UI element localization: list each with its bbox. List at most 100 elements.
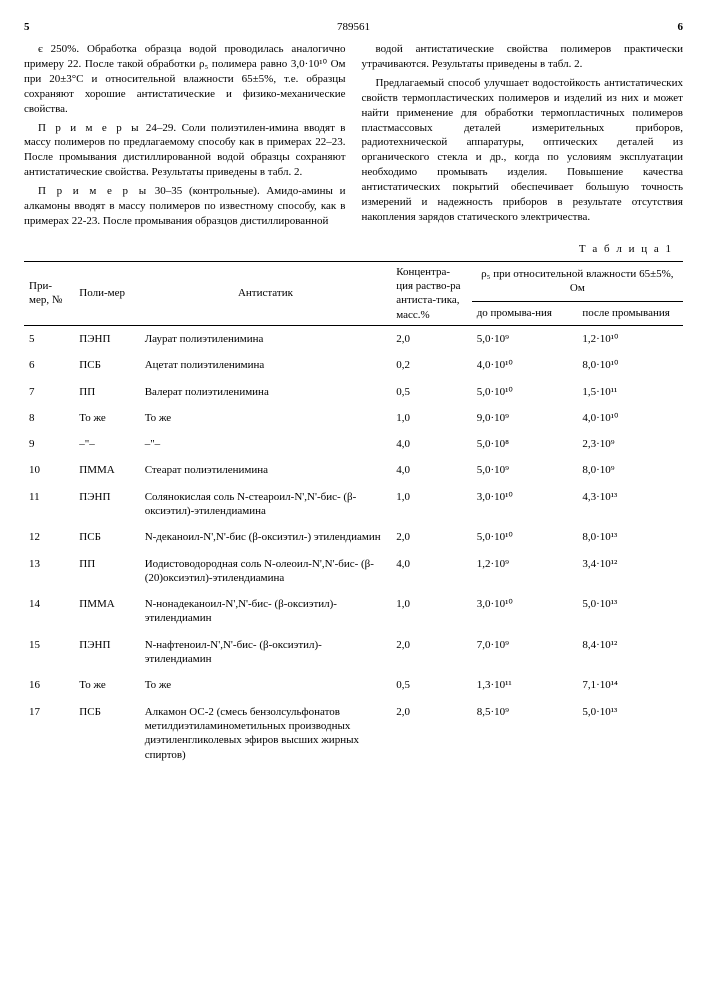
cell-conc: 1,0 — [391, 484, 471, 525]
table-row: 9–"––"–4,05,0·10⁸2,3·10⁹ — [24, 431, 683, 457]
table-row: 14ПММАN-нонадеканоил-N',N'-бис- (β-оксиэ… — [24, 591, 683, 632]
cell-anti: Стеарат полиэтиленимина — [140, 457, 392, 483]
para: Предлагаемый способ улучшает водостойкос… — [362, 76, 684, 224]
cell-after: 1,2·10¹⁰ — [577, 325, 683, 352]
para: водой антистатические свойства полимеров… — [362, 42, 684, 72]
cell-conc: 2,0 — [391, 699, 471, 768]
cell-anti: То же — [140, 405, 392, 431]
cell-conc: 4,0 — [391, 431, 471, 457]
cell-conc: 4,0 — [391, 457, 471, 483]
table-row: 6ПСБАцетат полиэтиленимина0,24,0·10¹⁰8,0… — [24, 352, 683, 378]
cell-anti: Валерат полиэтиленимина — [140, 379, 392, 405]
cell-conc: 0,5 — [391, 379, 471, 405]
para: П р и м е р ы 24–29. Соли полиэтилен-ими… — [24, 121, 346, 180]
table-row: 12ПСБN-деканоил-N',N'-бис (β-оксиэтил-) … — [24, 524, 683, 550]
cell-before: 3,0·10¹⁰ — [472, 591, 578, 632]
table-row: 15ПЭНПN-нафтеноил-N',N'-бис- (β-оксиэтил… — [24, 632, 683, 673]
cell-pol: ПЭНП — [74, 484, 139, 525]
cell-n: 15 — [24, 632, 74, 673]
cell-n: 8 — [24, 405, 74, 431]
cell-before: 1,3·10¹¹ — [472, 672, 578, 698]
cell-conc: 1,0 — [391, 591, 471, 632]
cell-pol: ПСБ — [74, 699, 139, 768]
cell-pol: ПСБ — [74, 352, 139, 378]
cell-after: 8,0·10⁹ — [577, 457, 683, 483]
table-row: 8То жеТо же1,09,0·10⁹4,0·10¹⁰ — [24, 405, 683, 431]
data-table: При-мер, № Поли-мер Антистатик Концентра… — [24, 261, 683, 768]
cell-after: 8,4·10¹² — [577, 632, 683, 673]
cell-anti: N-деканоил-N',N'-бис (β-оксиэтил-) этиле… — [140, 524, 392, 550]
cell-n: 12 — [24, 524, 74, 550]
table-row: 13ППИодистоводородная соль N-олеоил-N',N… — [24, 551, 683, 592]
table-body: 5ПЭНПЛаурат полиэтиленимина2,05,0·10⁹1,2… — [24, 325, 683, 767]
para: є 250%. Обработка образца водой проводил… — [24, 42, 346, 116]
cell-n: 10 — [24, 457, 74, 483]
th-after: после промывания — [577, 301, 683, 325]
cell-before: 5,0·10¹⁰ — [472, 524, 578, 550]
cell-n: 7 — [24, 379, 74, 405]
cell-after: 5,0·10¹³ — [577, 699, 683, 768]
cell-anti: То же — [140, 672, 392, 698]
cell-after: 8,0·10¹⁰ — [577, 352, 683, 378]
th-before: до промыва-ния — [472, 301, 578, 325]
cell-conc: 4,0 — [391, 551, 471, 592]
cell-n: 17 — [24, 699, 74, 768]
table-row: 17ПСБАлкамон ОС-2 (смесь бензолсульфонат… — [24, 699, 683, 768]
table-row: 16То жеТо же0,51,3·10¹¹7,1·10¹⁴ — [24, 672, 683, 698]
cell-after: 2,3·10⁹ — [577, 431, 683, 457]
cell-anti: –"– — [140, 431, 392, 457]
table-row: 11ПЭНПСолянокислая соль N-стеароил-N',N'… — [24, 484, 683, 525]
cell-n: 16 — [24, 672, 74, 698]
cell-pol: ПММА — [74, 591, 139, 632]
cell-conc: 2,0 — [391, 632, 471, 673]
body-text: є 250%. Обработка образца водой проводил… — [24, 42, 683, 232]
cell-pol: –"– — [74, 431, 139, 457]
cell-pol: ПСБ — [74, 524, 139, 550]
cell-after: 8,0·10¹³ — [577, 524, 683, 550]
cell-before: 5,0·10⁹ — [472, 325, 578, 352]
cell-conc: 2,0 — [391, 524, 471, 550]
cell-before: 8,5·10⁹ — [472, 699, 578, 768]
cell-after: 3,4·10¹² — [577, 551, 683, 592]
table-row: 10ПММАСтеарат полиэтиленимина4,05,0·10⁹8… — [24, 457, 683, 483]
cell-before: 9,0·10⁹ — [472, 405, 578, 431]
cell-pol: То же — [74, 672, 139, 698]
doc-number: 789561 — [337, 20, 370, 34]
cell-pol: ПП — [74, 379, 139, 405]
cell-anti: N-нафтеноил-N',N'-бис- (β-оксиэтил)-этил… — [140, 632, 392, 673]
cell-anti: Ацетат полиэтиленимина — [140, 352, 392, 378]
cell-before: 1,2·10⁹ — [472, 551, 578, 592]
cell-before: 5,0·10⁸ — [472, 431, 578, 457]
cell-before: 5,0·10⁹ — [472, 457, 578, 483]
cell-before: 7,0·10⁹ — [472, 632, 578, 673]
cell-n: 13 — [24, 551, 74, 592]
cell-anti: Солянокислая соль N-стеароил-N',N'-бис- … — [140, 484, 392, 525]
cell-after: 7,1·10¹⁴ — [577, 672, 683, 698]
page-num-left: 5 — [24, 20, 30, 34]
page-num-right: 6 — [678, 20, 684, 34]
cell-before: 3,0·10¹⁰ — [472, 484, 578, 525]
th-example: При-мер, № — [24, 261, 74, 325]
cell-after: 4,0·10¹⁰ — [577, 405, 683, 431]
cell-before: 5,0·10¹⁰ — [472, 379, 578, 405]
cell-conc: 0,5 — [391, 672, 471, 698]
th-antistatic: Антистатик — [140, 261, 392, 325]
cell-anti: Алкамон ОС-2 (смесь бензолсульфонатов ме… — [140, 699, 392, 768]
cell-pol: ПП — [74, 551, 139, 592]
cell-n: 6 — [24, 352, 74, 378]
example-label: П р и м е р ы — [38, 122, 141, 134]
table-row: 7ППВалерат полиэтиленимина0,55,0·10¹⁰1,5… — [24, 379, 683, 405]
table-caption: Т а б л и ц а 1 — [24, 242, 673, 256]
cell-after: 1,5·10¹¹ — [577, 379, 683, 405]
left-column: є 250%. Обработка образца водой проводил… — [24, 42, 346, 232]
cell-conc: 0,2 — [391, 352, 471, 378]
th-polymer: Поли-мер — [74, 261, 139, 325]
cell-pol: ПЭНП — [74, 632, 139, 673]
example-label: П р и м е р ы — [38, 185, 148, 197]
cell-n: 11 — [24, 484, 74, 525]
cell-conc: 1,0 — [391, 405, 471, 431]
right-column: водой антистатические свойства полимеров… — [362, 42, 684, 232]
cell-conc: 2,0 — [391, 325, 471, 352]
cell-n: 9 — [24, 431, 74, 457]
cell-n: 5 — [24, 325, 74, 352]
